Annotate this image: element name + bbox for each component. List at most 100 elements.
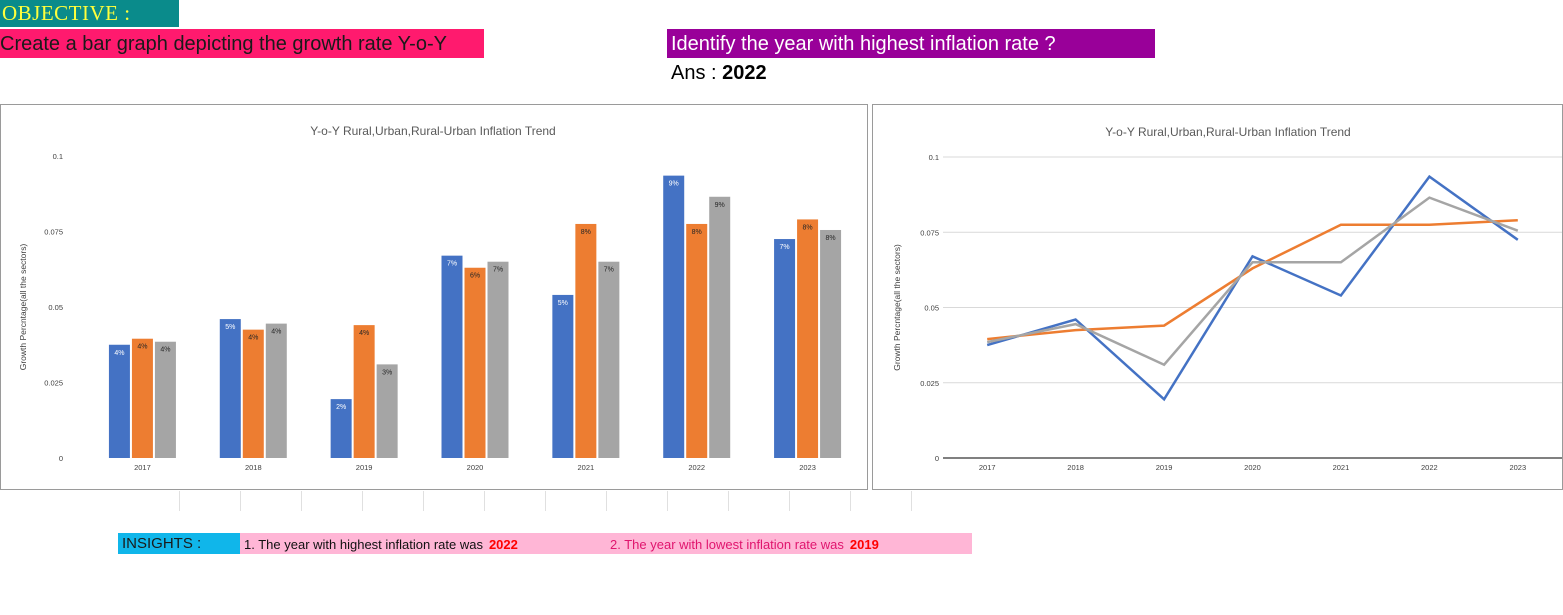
data-label: 4% [114, 350, 124, 357]
bar [598, 261, 620, 458]
y-tick-label: 0 [935, 454, 939, 463]
series-line [986, 174, 1519, 402]
bar [330, 399, 352, 458]
answer-value: 2022 [722, 62, 767, 84]
sheet-gridline [850, 491, 851, 511]
bar [464, 267, 486, 458]
x-tick-label: 2022 [688, 463, 705, 472]
sheet-gridline [179, 491, 180, 511]
insight-2-text: 2. The year with lowest inflation rate w… [610, 537, 844, 552]
x-tick-label: 2020 [1244, 463, 1261, 472]
bar [820, 229, 842, 458]
bar [552, 294, 574, 458]
data-label: 9% [715, 202, 725, 209]
y-tick-label: 0.025 [920, 379, 939, 388]
data-label: 3% [382, 369, 392, 376]
bar [154, 341, 176, 458]
question-text: Identify the year with highest inflation… [667, 29, 1155, 58]
y-tick-label: 0.025 [44, 379, 63, 388]
bar [353, 325, 375, 458]
x-tick-label: 2021 [578, 463, 595, 472]
bar [441, 255, 463, 458]
sheet-gridline [423, 491, 424, 511]
chart-title: Y-o-Y Rural,Urban,Rural-Urban Inflation … [310, 124, 555, 138]
sheet-gridline [484, 491, 485, 511]
sheet-gridline [240, 491, 241, 511]
sheet-gridline [789, 491, 790, 511]
sheet-gridline [301, 491, 302, 511]
bar-chart: Y-o-Y Rural,Urban,Rural-Urban Inflation … [18, 124, 842, 472]
bar [219, 319, 241, 458]
x-tick-label: 2023 [799, 463, 816, 472]
insights-box: 1. The year with highest inflation rate … [240, 533, 972, 554]
data-label: 5% [558, 300, 568, 307]
bar [663, 175, 685, 458]
series-line [986, 196, 1519, 367]
insight-1-year: 2022 [488, 537, 518, 552]
data-label: 4% [271, 329, 281, 336]
y-tick-label: 0.05 [48, 303, 63, 312]
y-tick-label: 0.075 [920, 228, 939, 237]
data-label: 7% [493, 267, 503, 274]
bar [376, 364, 398, 458]
insights-label: INSIGHTS : [118, 533, 240, 554]
line-chart-panel[interactable]: Y-o-Y Rural,Urban,Rural-Urban Inflation … [872, 104, 1563, 490]
x-tick-label: 2018 [245, 463, 262, 472]
bar [797, 219, 819, 458]
y-axis-title: Growth Percntage(all the sectors) [892, 244, 902, 371]
series-line [987, 218, 1518, 341]
insight-2: 2. The year with lowest inflation rate w… [610, 533, 879, 556]
chart-title: Y-o-Y Rural,Urban,Rural-Urban Inflation … [1105, 125, 1350, 139]
data-label: 7% [447, 261, 457, 268]
bar [242, 329, 264, 458]
data-label: 4% [160, 347, 170, 354]
x-tick-label: 2017 [134, 463, 151, 472]
sheet-gridline [606, 491, 607, 511]
data-label: 9% [669, 181, 679, 188]
sheet-gridline [362, 491, 363, 511]
data-label: 4% [137, 344, 147, 351]
data-label: 7% [780, 244, 790, 251]
bar [774, 239, 796, 458]
data-label: 4% [248, 335, 258, 342]
y-tick-label: 0 [59, 454, 63, 463]
x-tick-label: 2019 [1156, 463, 1173, 472]
bar [108, 344, 130, 458]
data-label: 6% [470, 273, 480, 280]
bar [265, 323, 287, 458]
sheet-gridline [545, 491, 546, 511]
bar-chart-panel[interactable]: Y-o-Y Rural,Urban,Rural-Urban Inflation … [0, 104, 868, 490]
bar [131, 338, 153, 458]
answer-line: Ans : 2022 [671, 62, 767, 85]
bar [686, 223, 708, 458]
data-label: 2% [336, 404, 346, 411]
data-label: 7% [604, 267, 614, 274]
y-tick-label: 0.075 [44, 228, 63, 237]
insight-1: 1. The year with highest inflation rate … [244, 533, 518, 556]
x-tick-label: 2017 [979, 463, 996, 472]
y-axis-title: Growth Percntage(all the sectors) [18, 244, 28, 371]
bar [575, 223, 597, 458]
insight-2-year: 2019 [849, 537, 879, 552]
x-tick-label: 2020 [467, 463, 484, 472]
sheet-gridline [667, 491, 668, 511]
x-tick-label: 2019 [356, 463, 373, 472]
insight-1-text: 1. The year with highest inflation rate … [244, 537, 483, 552]
data-label: 8% [826, 235, 836, 242]
data-label: 8% [581, 229, 591, 236]
x-tick-label: 2018 [1067, 463, 1084, 472]
x-tick-label: 2023 [1509, 463, 1526, 472]
objective-label: OBJECTIVE : [0, 0, 179, 27]
x-tick-label: 2021 [1333, 463, 1350, 472]
data-label: 5% [225, 324, 235, 331]
x-tick-label: 2022 [1421, 463, 1438, 472]
task-description: Create a bar graph depicting the growth … [0, 29, 484, 58]
answer-prefix: Ans : [671, 62, 717, 84]
line-chart: Y-o-Y Rural,Urban,Rural-Urban Inflation … [892, 125, 1562, 472]
y-tick-label: 0.1 [929, 153, 939, 162]
y-tick-label: 0.05 [924, 304, 939, 313]
sheet-gridline [911, 491, 912, 511]
bar [487, 261, 509, 458]
data-label: 8% [692, 229, 702, 236]
sheet-gridline [728, 491, 729, 511]
